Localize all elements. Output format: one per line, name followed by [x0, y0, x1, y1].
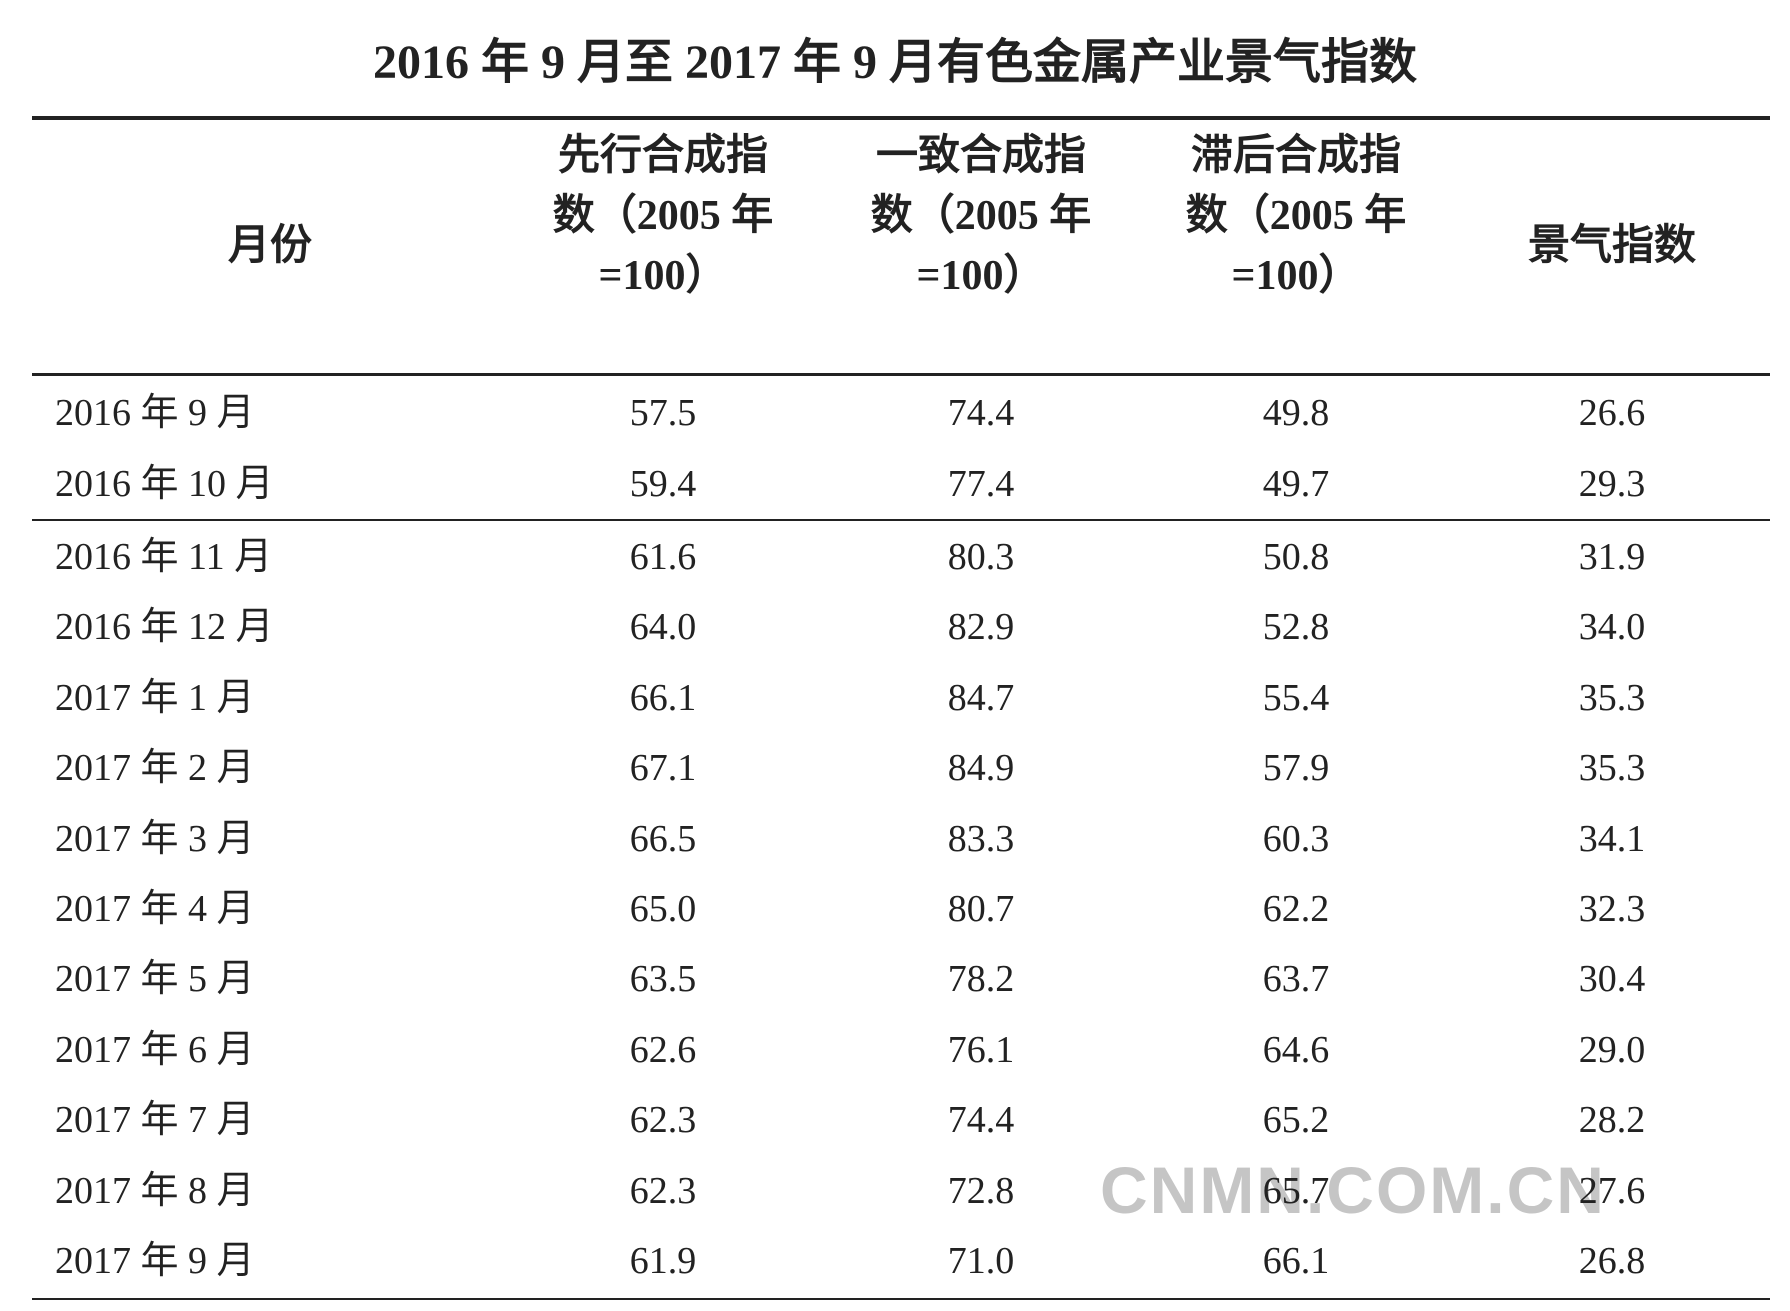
value-cell: 66.5 [629, 817, 697, 860]
value-cell: 63.7 [1262, 958, 1330, 1001]
value-cell: 84.9 [947, 747, 1015, 790]
header-cell: 滞后合成指数（2005 年=100） [1185, 133, 1407, 299]
month-cell: 2016 年 12 月 [55, 606, 274, 649]
header-cell: 先行合成指数（2005 年=100） [552, 133, 774, 299]
table-title: 2016 年 9 月至 2017 年 9 月有色金属产业景气指数 [372, 36, 1417, 89]
month-cell: 2017 年 6 月 [55, 1028, 255, 1071]
value-cell: 62.3 [629, 1099, 697, 1142]
value-cell: 65.2 [1262, 1099, 1330, 1142]
value-cell: 67.1 [629, 747, 697, 790]
value-cell: 77.4 [947, 463, 1015, 505]
value-cell: 71.0 [947, 1240, 1015, 1282]
value-cell: 26.6 [1578, 392, 1646, 434]
month-cell: 2016 年 11 月 [55, 536, 273, 578]
value-cell: 74.4 [947, 1099, 1015, 1142]
value-cell: 28.2 [1578, 1099, 1646, 1142]
top-rule [32, 116, 1770, 120]
value-cell: 63.5 [629, 958, 697, 1001]
value-cell: 64.6 [1262, 1028, 1330, 1071]
value-cell: 66.1 [629, 676, 697, 719]
value-cell: 30.4 [1578, 958, 1646, 1001]
value-cell: 57.5 [629, 392, 697, 434]
value-cell: 62.2 [1262, 888, 1330, 930]
value-cell: 64.0 [629, 606, 697, 649]
value-cell: 26.8 [1578, 1240, 1646, 1282]
value-cell: 72.8 [947, 1169, 1015, 1212]
value-cell: 62.6 [629, 1028, 697, 1071]
month-cell: 2017 年 8 月 [55, 1169, 255, 1212]
value-cell: 35.3 [1578, 747, 1646, 790]
month-cell: 2017 年 3 月 [55, 817, 255, 860]
header-cell: 月份 [227, 223, 312, 269]
month-cell: 2017 年 1 月 [55, 676, 255, 719]
header-rule [32, 373, 1770, 376]
value-cell: 59.4 [629, 463, 697, 505]
value-cell: 80.3 [947, 536, 1015, 578]
watermark: CNMN.COM.CN [1100, 1153, 1606, 1227]
header-cell: 一致合成指数（2005 年=100） [870, 133, 1092, 299]
value-cell: 31.9 [1578, 536, 1646, 578]
value-cell: 84.7 [947, 676, 1015, 719]
month-cell: 2017 年 5 月 [55, 958, 255, 1001]
value-cell: 50.8 [1262, 536, 1330, 578]
value-cell: 80.7 [947, 888, 1015, 930]
month-cell: 2017 年 9 月 [55, 1240, 255, 1282]
value-cell: 78.2 [947, 958, 1015, 1001]
value-cell: 52.8 [1262, 606, 1330, 649]
value-cell: 35.3 [1578, 676, 1646, 719]
value-cell: 49.8 [1262, 392, 1330, 434]
value-cell: 29.3 [1578, 463, 1646, 505]
value-cell: 62.3 [629, 1169, 697, 1212]
value-cell: 29.0 [1578, 1028, 1646, 1071]
value-cell: 60.3 [1262, 817, 1330, 860]
header-cell: 景气指数 [1527, 223, 1696, 269]
value-cell: 57.9 [1262, 747, 1330, 790]
value-cell: 65.7 [1262, 1169, 1330, 1212]
value-cell: 82.9 [947, 606, 1015, 649]
value-cell: 61.9 [629, 1240, 697, 1282]
value-cell: 66.1 [1262, 1240, 1330, 1282]
value-cell: 34.1 [1578, 817, 1646, 860]
value-cell: 32.3 [1578, 888, 1646, 930]
value-cell: 34.0 [1578, 606, 1646, 649]
value-cell: 49.7 [1262, 463, 1330, 505]
month-cell: 2017 年 7 月 [55, 1099, 255, 1142]
value-cell: 27.6 [1578, 1169, 1646, 1212]
month-cell: 2016 年 9 月 [55, 392, 255, 434]
value-cell: 61.6 [629, 536, 697, 578]
value-cell: 55.4 [1262, 676, 1330, 719]
divider-rule [32, 519, 1770, 521]
value-cell: 65.0 [629, 888, 697, 930]
month-cell: 2017 年 4 月 [55, 888, 255, 930]
bottom-rule [32, 1298, 1770, 1300]
value-cell: 83.3 [947, 817, 1015, 860]
value-cell: 76.1 [947, 1028, 1015, 1071]
month-cell: 2017 年 2 月 [55, 747, 255, 790]
value-cell: 74.4 [947, 392, 1015, 434]
month-cell: 2016 年 10 月 [55, 463, 274, 505]
